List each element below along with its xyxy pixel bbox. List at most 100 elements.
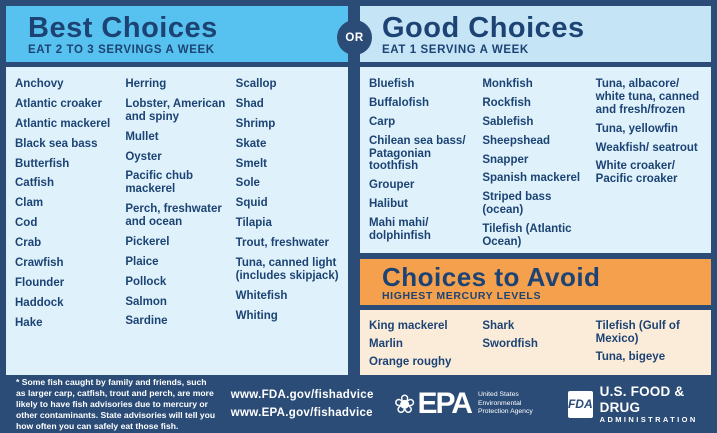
- list-item: White croaker/ Pacific croaker: [595, 160, 678, 186]
- fda-monogram-text: FDA: [567, 397, 593, 411]
- list-item: Halibut: [369, 198, 408, 211]
- fda-logo-text: U.S. FOOD & DRUG ADMINISTRATION: [600, 384, 703, 424]
- list-item: Catfish: [15, 177, 54, 190]
- list-item: Sheepshead: [482, 134, 551, 147]
- list-item: Perch, freshwater and ocean: [125, 203, 222, 228]
- best-choices-header: Best Choices EAT 2 TO 3 SERVINGS A WEEK: [6, 6, 348, 62]
- list-item: Crawfish: [15, 256, 64, 269]
- list-item: Plaice: [125, 255, 159, 268]
- list-item: Pacific chub mackerel: [125, 170, 194, 196]
- good-and-avoid-panel: Good Choices EAT 1 SERVING A WEEK Bluefi…: [360, 6, 711, 375]
- list-item: Atlantic croaker: [15, 97, 102, 110]
- or-badge: OR: [337, 20, 372, 55]
- good-choices-header: Good Choices EAT 1 SERVING A WEEK: [360, 6, 711, 62]
- epa-logo: ❀ EPA United States Environmental Protec…: [394, 389, 540, 419]
- list-item: King mackerel: [369, 320, 448, 332]
- best-choices-panel: Best Choices EAT 2 TO 3 SERVINGS A WEEK …: [6, 6, 348, 375]
- list-item[interactable]: www.EPA.gov/fishadvice: [230, 407, 373, 419]
- list-item: Bluefish: [369, 78, 415, 90]
- list-item: Whitefish: [235, 289, 288, 302]
- epa-logo-word: EPA: [417, 387, 472, 420]
- good-column-3: Tuna, albacore/ white tuna, canned and f…: [596, 78, 709, 192]
- good-column-1: Bluefish Buffalofish Carp Chilean sea bass/…: [369, 78, 482, 249]
- avoid-choices-title: Choices to Avoid: [382, 262, 601, 292]
- list-item: Pickerel: [125, 235, 170, 248]
- list-item: Shark: [482, 320, 515, 332]
- list-item: Chilean sea bass/ Patagonian toothfish: [369, 134, 466, 173]
- list-item: Trout, freshwater: [235, 237, 329, 249]
- list-item: Butterfish: [15, 157, 70, 170]
- good-column-2: Monkfish Rockfish Sablefish Sheepshead Snapp…: [482, 78, 595, 253]
- best-choices-list: Anchovy Atlantic croaker Atlantic mackerel…: [6, 67, 348, 375]
- best-choices-title: Best Choices: [28, 12, 218, 44]
- list-item: Haddock: [15, 296, 64, 309]
- avoid-choices-list: King mackerel Marlin Orange roughy Shark Sw…: [360, 310, 711, 375]
- list-item: Cod: [15, 217, 38, 230]
- list-item: Anchovy: [15, 78, 64, 90]
- list-item: Herring: [125, 78, 167, 90]
- list-item: Lobster, American and spiny: [125, 97, 226, 123]
- list-item: Whiting: [235, 309, 278, 322]
- fda-logo-line2: ADMINISTRATION: [599, 415, 698, 425]
- list-item: Rockfish: [482, 96, 531, 109]
- list-item: Atlantic mackerel: [15, 117, 111, 130]
- list-item: Oyster: [125, 150, 162, 163]
- list-item: Swordfish: [482, 337, 538, 350]
- list-item: Black sea bass: [15, 137, 98, 150]
- list-item: Tilefish (Atlantic Ocean): [482, 223, 572, 248]
- list-item: Shad: [235, 97, 264, 110]
- good-choices-list: Bluefish Buffalofish Carp Chilean sea bass/…: [360, 67, 711, 253]
- list-item: Tuna, bigeye: [595, 350, 666, 363]
- list-item: Grouper: [369, 179, 415, 192]
- good-choices-title: Good Choices: [382, 12, 585, 44]
- list-item: Tilapia: [235, 217, 272, 230]
- list-item: Clam: [15, 197, 44, 210]
- advisory-footnote: * Some fish caught by family and friends…: [16, 376, 216, 431]
- list-item: Spanish mackerel: [482, 172, 581, 185]
- fda-logo-line1: U.S. FOOD & DRUG: [599, 383, 685, 415]
- epa-flower-icon: ❀: [393, 389, 416, 419]
- list-item: Buffalofish: [369, 96, 430, 109]
- good-choices-subtitle: EAT 1 SERVING A WEEK: [382, 44, 529, 56]
- list-item: Smelt: [235, 157, 267, 170]
- list-item: Squid: [235, 197, 268, 210]
- avoid-choices-header: Choices to Avoid HIGHEST MERCURY LEVELS: [360, 259, 711, 305]
- list-item: Mullet: [125, 130, 159, 143]
- avoid-choices-subtitle: HIGHEST MERCURY LEVELS: [382, 290, 542, 302]
- best-column-2: Herring Lobster, American and spiny Mullet…: [125, 78, 235, 335]
- avoid-column-2: Shark Swordfish: [482, 320, 595, 356]
- epa-logo-tagline: United States Environmental Protection A…: [477, 391, 533, 416]
- list-item: Sablefish: [482, 115, 534, 128]
- list-item: Skate: [235, 137, 267, 150]
- or-badge-label: OR: [345, 31, 364, 44]
- list-item: Scallop: [235, 78, 277, 90]
- list-item: Crab: [15, 237, 42, 249]
- list-item: Tuna, yellowfin: [595, 122, 678, 135]
- list-item: Tilefish (Gulf of Mexico): [595, 320, 680, 345]
- list-item: Orange roughy: [369, 355, 452, 368]
- avoid-column-1: King mackerel Marlin Orange roughy: [369, 320, 482, 374]
- best-column-1: Anchovy Atlantic croaker Atlantic mackerel…: [15, 78, 125, 336]
- list-item: Tuna, canned light (includes skipjack): [235, 256, 339, 282]
- list-item: Marlin: [369, 337, 403, 350]
- list-item[interactable]: www.FDA.gov/fishadvice: [230, 389, 374, 401]
- list-item: Salmon: [125, 295, 167, 308]
- footer-links: www.FDA.gov/fishadvice www.EPA.gov/fishad…: [231, 389, 374, 419]
- list-item: Carp: [369, 115, 396, 128]
- choices-section: Best Choices EAT 2 TO 3 SERVINGS A WEEK …: [6, 6, 711, 375]
- fda-monogram-icon: FDA: [567, 390, 593, 418]
- list-item: Sole: [235, 177, 260, 190]
- list-item: Weakfish/ seatrout: [595, 141, 698, 154]
- list-item: Mahi mahi/ dolphinfish: [369, 217, 431, 242]
- best-column-3: Scallop Shad Shrimp Skate Smelt Sole Squid Tila…: [236, 78, 346, 329]
- avoid-column-3: Tilefish (Gulf of Mexico) Tuna, bigeye: [596, 320, 709, 369]
- list-item: Sardine: [125, 315, 168, 328]
- list-item: Flounder: [15, 276, 65, 289]
- best-choices-subtitle: EAT 2 TO 3 SERVINGS A WEEK: [28, 44, 215, 56]
- footer-bar: * Some fish caught by family and friends…: [6, 375, 711, 433]
- list-item: Shrimp: [235, 117, 276, 130]
- list-item: Snapper: [482, 153, 529, 166]
- list-item: Hake: [15, 316, 43, 329]
- fda-logo: FDA U.S. FOOD & DRUG ADMINISTRATION: [567, 384, 703, 424]
